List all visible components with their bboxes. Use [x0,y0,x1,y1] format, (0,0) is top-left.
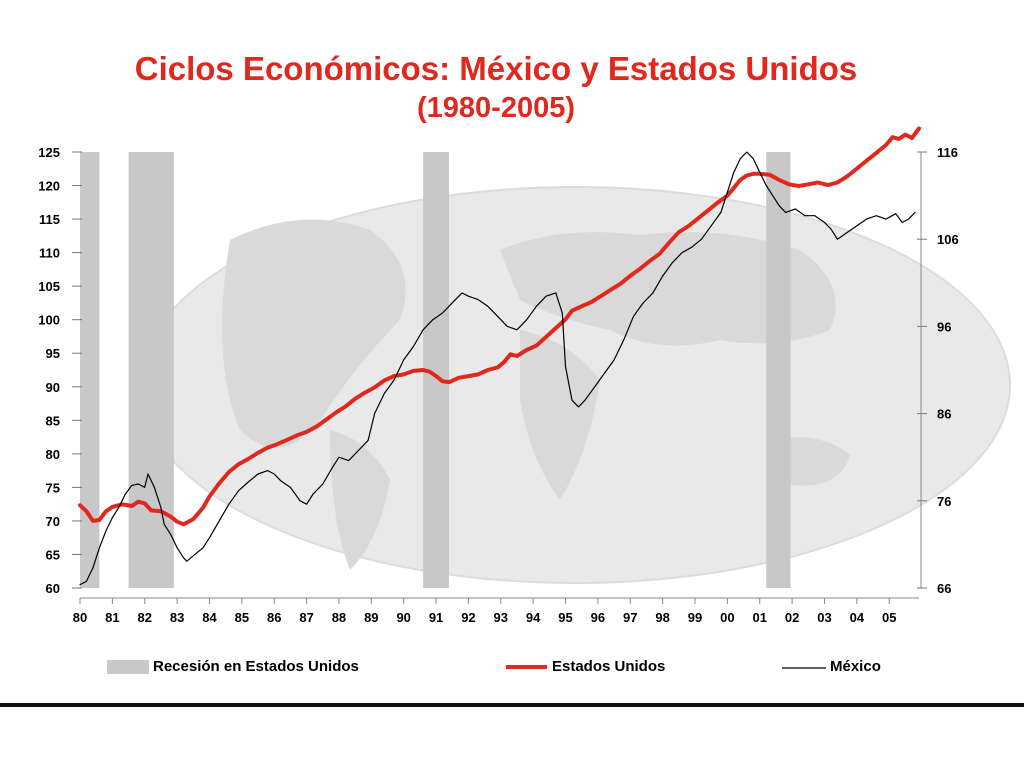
left-tick-label: 90 [46,380,60,395]
x-tick-label: 87 [299,610,313,625]
left-tick-label: 105 [38,279,60,294]
series-line-estados-unidos [78,126,921,527]
chart-subtitle: (1980-2005) [417,92,575,124]
series-lines [78,126,921,586]
recession-band [80,152,100,588]
x-tick-label: 80 [73,610,87,625]
x-tick-label: 94 [526,610,541,625]
recession-band [766,152,791,588]
x-tick-label: 93 [494,610,508,625]
left-tick-label: 70 [46,514,60,529]
right-tick-label: 106 [937,232,959,247]
x-tick-label: 01 [753,610,767,625]
legend-label-recession: Recesión en Estados Unidos [153,658,359,675]
axes: 60 65 70 75 80 85 90 95 100 105 110 115 120 125 66 76 86… [38,145,958,625]
chart-canvas: 60 65 70 75 80 85 90 95 100 105 110 115 120 125 66 76 86… [38,126,1011,675]
chart-title: Ciclos Económicos: México y Estados Unid… [134,50,858,87]
right-tick-label: 86 [937,407,951,422]
x-tick-label: 98 [655,610,669,625]
left-tick-label: 110 [39,246,60,261]
x-tick-label: 90 [396,610,410,625]
x-tick-label: 97 [623,610,637,625]
world-map-background [139,186,1011,584]
left-tick-label: 75 [46,480,60,495]
x-tick-label: 92 [461,610,475,625]
x-tick-label: 88 [332,610,346,625]
left-tick-label: 85 [46,413,60,428]
x-tick-label: 83 [170,610,184,625]
x-tick-label: 99 [688,610,702,625]
legend-label-usa: Estados Unidos [552,658,665,675]
left-tick-label: 125 [38,145,60,160]
series-line-mexico [79,151,916,586]
left-tick-label: 60 [46,581,60,596]
x-tick-label: 85 [235,610,249,625]
legend: Recesión en Estados Unidos Estados Unidos… [107,658,881,675]
x-tick-label: 05 [882,610,896,625]
legend-swatch-recession [107,660,149,674]
left-tick-label: 115 [39,212,60,227]
bottom-rule [0,703,1024,707]
x-tick-label: 82 [138,610,152,625]
x-tick-label: 91 [429,610,443,625]
x-tick-label: 89 [364,610,378,625]
x-tick-label: 81 [105,610,119,625]
x-tick-label: 03 [817,610,831,625]
left-tick-label: 95 [46,346,60,361]
x-tick-label: 95 [558,610,572,625]
x-tick-label: 86 [267,610,281,625]
right-tick-label: 76 [937,494,951,509]
x-tick-label: 04 [850,610,865,625]
recession-band [128,152,174,588]
x-tick-label: 96 [591,610,605,625]
x-tick-label: 84 [202,610,217,625]
right-tick-label: 116 [937,145,958,160]
right-tick-label: 96 [937,319,951,334]
left-tick-label: 120 [38,179,60,194]
x-tick-label: 00 [720,610,734,625]
left-tick-label: 65 [46,547,60,562]
legend-label-mexico: México [830,658,881,675]
right-tick-label: 66 [937,581,951,596]
left-tick-label: 100 [38,313,60,328]
x-tick-label: 02 [785,610,799,625]
left-tick-label: 80 [46,447,60,462]
